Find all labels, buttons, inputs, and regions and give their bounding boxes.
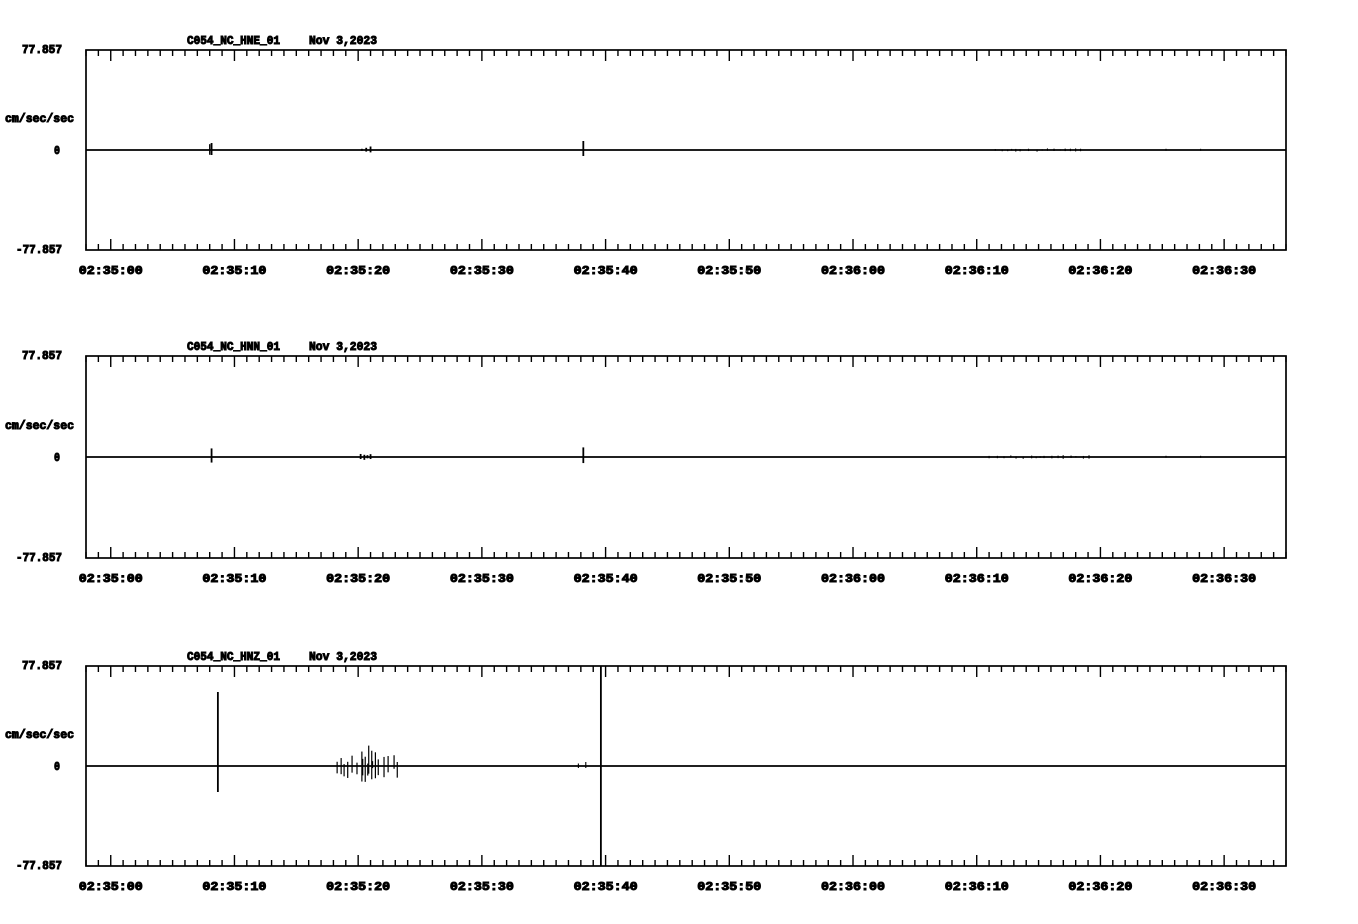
svg-text:cm/sec/sec: cm/sec/sec [5,728,74,742]
svg-text:02:35:20: 02:35:20 [326,880,390,894]
svg-text:02:35:20: 02:35:20 [326,264,390,278]
svg-text:02:35:00: 02:35:00 [79,880,143,894]
svg-text:Nov 3,2023: Nov 3,2023 [309,650,377,664]
svg-text:0: 0 [54,760,60,774]
svg-text:02:35:40: 02:35:40 [574,572,638,586]
svg-text:02:36:20: 02:36:20 [1068,880,1132,894]
svg-text:Nov 3,2023: Nov 3,2023 [309,34,377,48]
svg-text:02:36:30: 02:36:30 [1192,572,1256,586]
svg-text:C054_NC_HNZ_01: C054_NC_HNZ_01 [187,650,280,664]
svg-text:02:35:20: 02:35:20 [326,572,390,586]
svg-text:cm/sec/sec: cm/sec/sec [5,112,74,126]
svg-text:0: 0 [54,451,60,465]
svg-text:02:35:10: 02:35:10 [202,264,266,278]
svg-text:02:36:30: 02:36:30 [1192,880,1256,894]
svg-text:02:36:20: 02:36:20 [1068,572,1132,586]
svg-text:77.857: 77.857 [22,349,62,363]
svg-text:C054_NC_HNE_01: C054_NC_HNE_01 [187,34,280,48]
svg-text:02:35:10: 02:35:10 [202,880,266,894]
svg-text:02:35:10: 02:35:10 [202,572,266,586]
svg-text:02:35:50: 02:35:50 [697,880,761,894]
svg-text:02:35:50: 02:35:50 [697,264,761,278]
svg-text:C054_NC_HNN_01: C054_NC_HNN_01 [187,340,280,354]
svg-text:cm/sec/sec: cm/sec/sec [5,419,74,433]
svg-text:77.857: 77.857 [22,43,62,57]
svg-text:02:35:50: 02:35:50 [697,572,761,586]
svg-text:-77.857: -77.857 [16,243,62,257]
svg-text:02:35:40: 02:35:40 [574,880,638,894]
svg-text:02:35:00: 02:35:00 [79,264,143,278]
svg-text:02:36:20: 02:36:20 [1068,264,1132,278]
svg-text:02:36:00: 02:36:00 [821,880,885,894]
svg-text:02:36:10: 02:36:10 [945,264,1009,278]
svg-text:02:36:10: 02:36:10 [945,880,1009,894]
svg-text:02:35:30: 02:35:30 [450,880,514,894]
svg-text:02:35:30: 02:35:30 [450,264,514,278]
svg-text:02:36:30: 02:36:30 [1192,264,1256,278]
svg-text:02:36:10: 02:36:10 [945,572,1009,586]
svg-text:77.857: 77.857 [22,659,62,673]
svg-text:02:35:40: 02:35:40 [574,264,638,278]
svg-text:0: 0 [54,144,60,158]
svg-text:-77.857: -77.857 [16,859,62,873]
svg-text:02:36:00: 02:36:00 [821,264,885,278]
svg-text:02:36:00: 02:36:00 [821,572,885,586]
svg-text:Nov 3,2023: Nov 3,2023 [309,340,377,354]
svg-text:-77.857: -77.857 [16,551,62,565]
svg-text:02:35:30: 02:35:30 [450,572,514,586]
svg-text:02:35:00: 02:35:00 [79,572,143,586]
